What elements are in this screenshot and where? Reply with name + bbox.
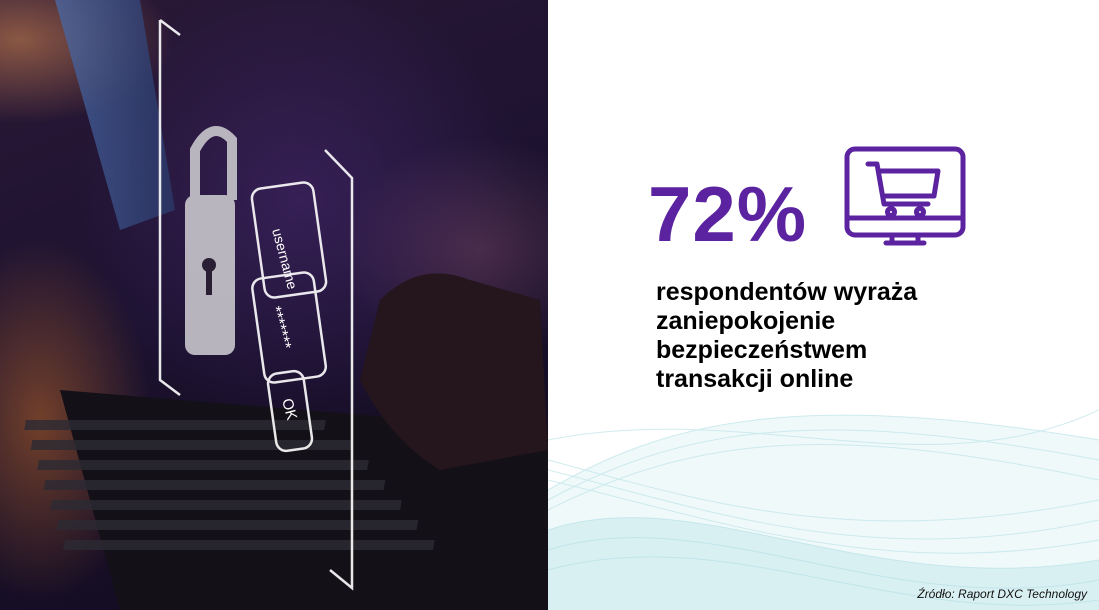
ok-button-graphic xyxy=(266,369,314,453)
hand xyxy=(360,273,548,470)
password-mask-label: ******* xyxy=(266,305,294,352)
stat-panel: 72% respondentów wyraża zaniepokojenie b… xyxy=(548,0,1099,610)
cybersecurity-photo: username ******* OK xyxy=(0,0,548,610)
stat-value: 72% xyxy=(648,170,808,258)
ok-label: OK xyxy=(278,397,300,422)
padlock-icon xyxy=(185,126,237,355)
teal-wave-decoration xyxy=(548,409,1099,610)
password-field-graphic xyxy=(251,271,328,384)
username-field-graphic xyxy=(250,181,328,299)
description-line: respondentów wyraża xyxy=(656,278,918,306)
background-screen xyxy=(55,0,175,230)
laptop-login-overlay: username ******* OK xyxy=(24,0,548,610)
bracket-left xyxy=(158,19,181,396)
description-line: transakcji online xyxy=(656,365,854,393)
bracket-right xyxy=(324,149,354,591)
username-label: username xyxy=(269,227,301,291)
source-note: Źródło: Raport DXC Technology xyxy=(917,587,1087,601)
description-line: zaniepokojenie xyxy=(656,307,836,335)
stat-description: respondentów wyraża zaniepokojenie bezpi… xyxy=(656,278,917,394)
description-line: bezpieczeństwem xyxy=(656,336,868,364)
monitor-shopping-cart-icon xyxy=(844,146,966,246)
keyboard-keys xyxy=(24,420,435,550)
